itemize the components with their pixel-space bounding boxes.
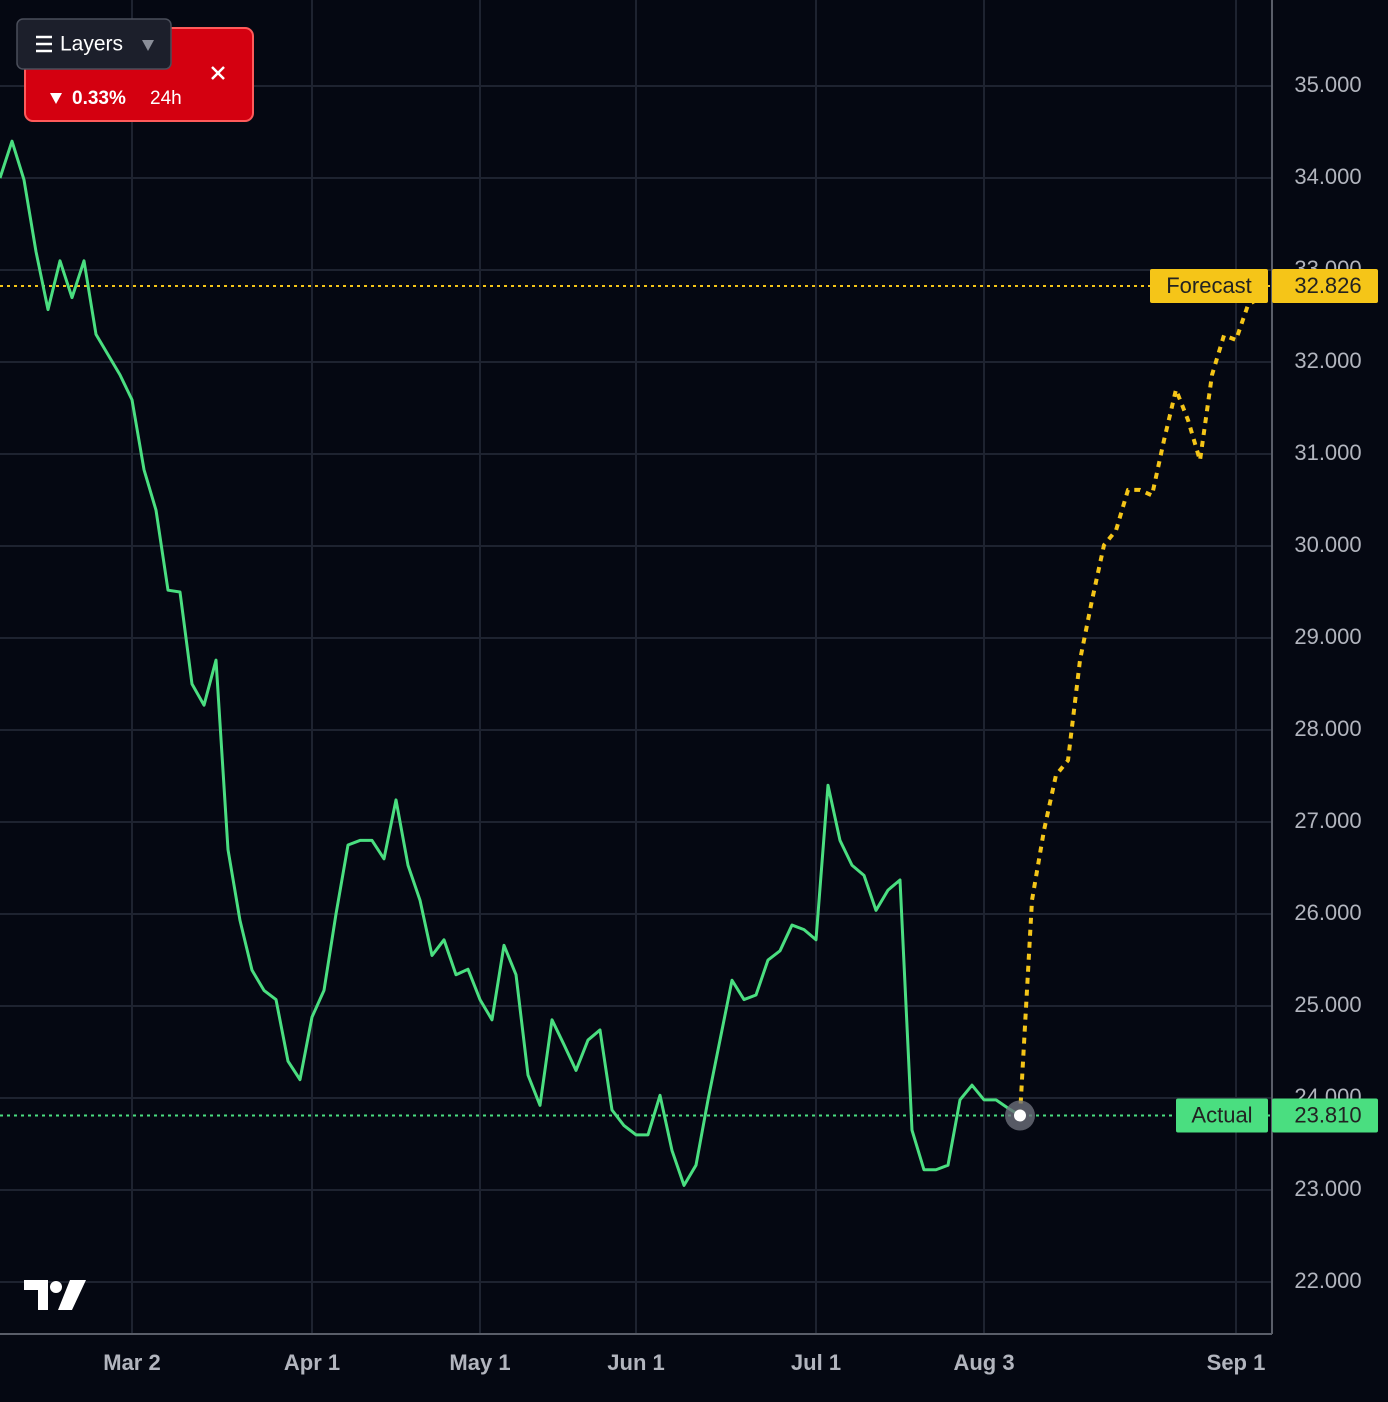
change: 0.33% [72,88,126,109]
down-icon [50,93,62,104]
close-icon[interactable] [211,66,225,80]
y-tick-label: 30.000 [1294,532,1361,557]
last-point [1014,1109,1026,1122]
series-line [1018,295,1262,1116]
price-line-name: Forecast [1166,273,1252,298]
y-tick-label: 25.000 [1294,992,1361,1017]
price-line-name-box [1150,269,1268,304]
x-tick-label: Apr 1 [284,1350,340,1375]
price-line-value: 32.826 [1294,273,1361,298]
x-tick-label: Sep 1 [1207,1350,1266,1375]
price-line-value-box [1272,269,1378,304]
y-tick-label: 26.000 [1294,900,1361,925]
button-box [16,18,172,70]
x-tick-label: Aug 3 [953,1350,1014,1375]
y-tick-label: 28.000 [1294,716,1361,741]
layers-button[interactable]: Layers [16,18,172,70]
x-tick-label: Mar 2 [103,1350,160,1375]
plot [0,139,1262,1187]
y-tick-label: 35.000 [1294,72,1361,97]
price-line-value: 23.810 [1294,1102,1361,1127]
x-tick-label: Jun 1 [607,1350,664,1375]
price-line-name: Actual [1191,1102,1252,1127]
y-tick-label: 23.000 [1294,1176,1361,1201]
x-tick-label: May 1 [449,1350,510,1375]
menu-icon [36,35,52,53]
y-tick-label: 31.000 [1294,440,1361,465]
grid [0,0,1272,1334]
labels: 22.00023.00024.00025.00026.00027.00028.0… [103,72,1378,1375]
y-tick-label: 22.000 [1294,1268,1361,1293]
y-tick-label: 27.000 [1294,808,1361,833]
dropdown-icon [142,40,154,51]
tv-logo [24,1280,86,1310]
x-tick-label: Jul 1 [791,1350,841,1375]
series-line [0,139,1021,1187]
y-tick-label: 34.000 [1294,164,1361,189]
price-line-value-box [1272,1098,1378,1133]
y-tick-label: 32.000 [1294,348,1361,373]
price-line-name-box [1176,1098,1268,1133]
period: 24h [150,88,182,109]
y-tick-label: 29.000 [1294,624,1361,649]
button-label: Layers [60,33,123,56]
